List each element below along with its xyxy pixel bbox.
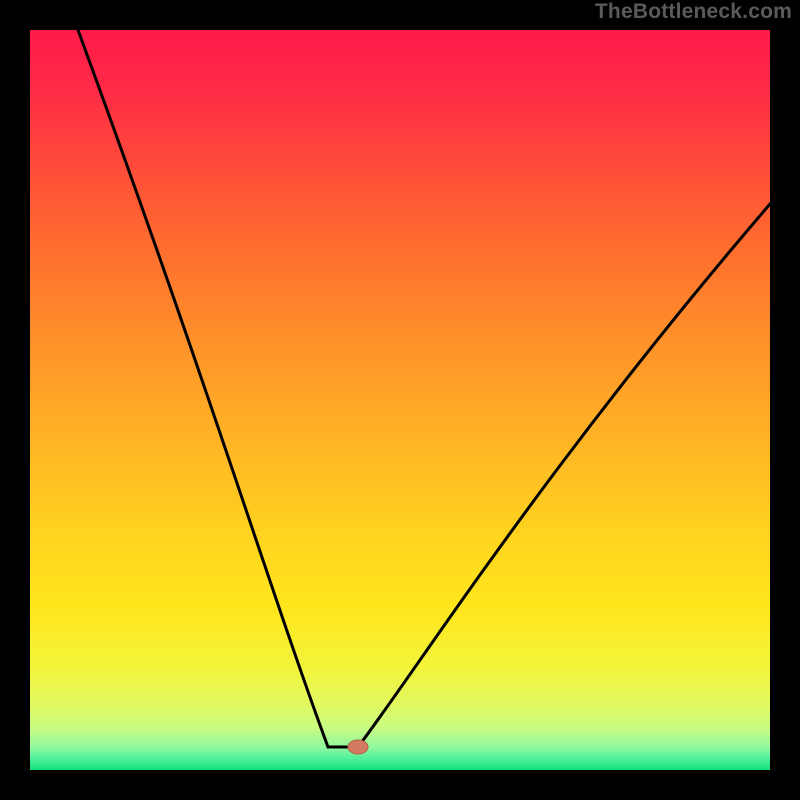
- chart-stage: TheBottleneck.com: [0, 0, 800, 800]
- optimal-marker: [348, 740, 368, 754]
- watermark-text: TheBottleneck.com: [595, 0, 792, 24]
- plot-background: [30, 30, 770, 770]
- bottleneck-chart: [0, 0, 800, 800]
